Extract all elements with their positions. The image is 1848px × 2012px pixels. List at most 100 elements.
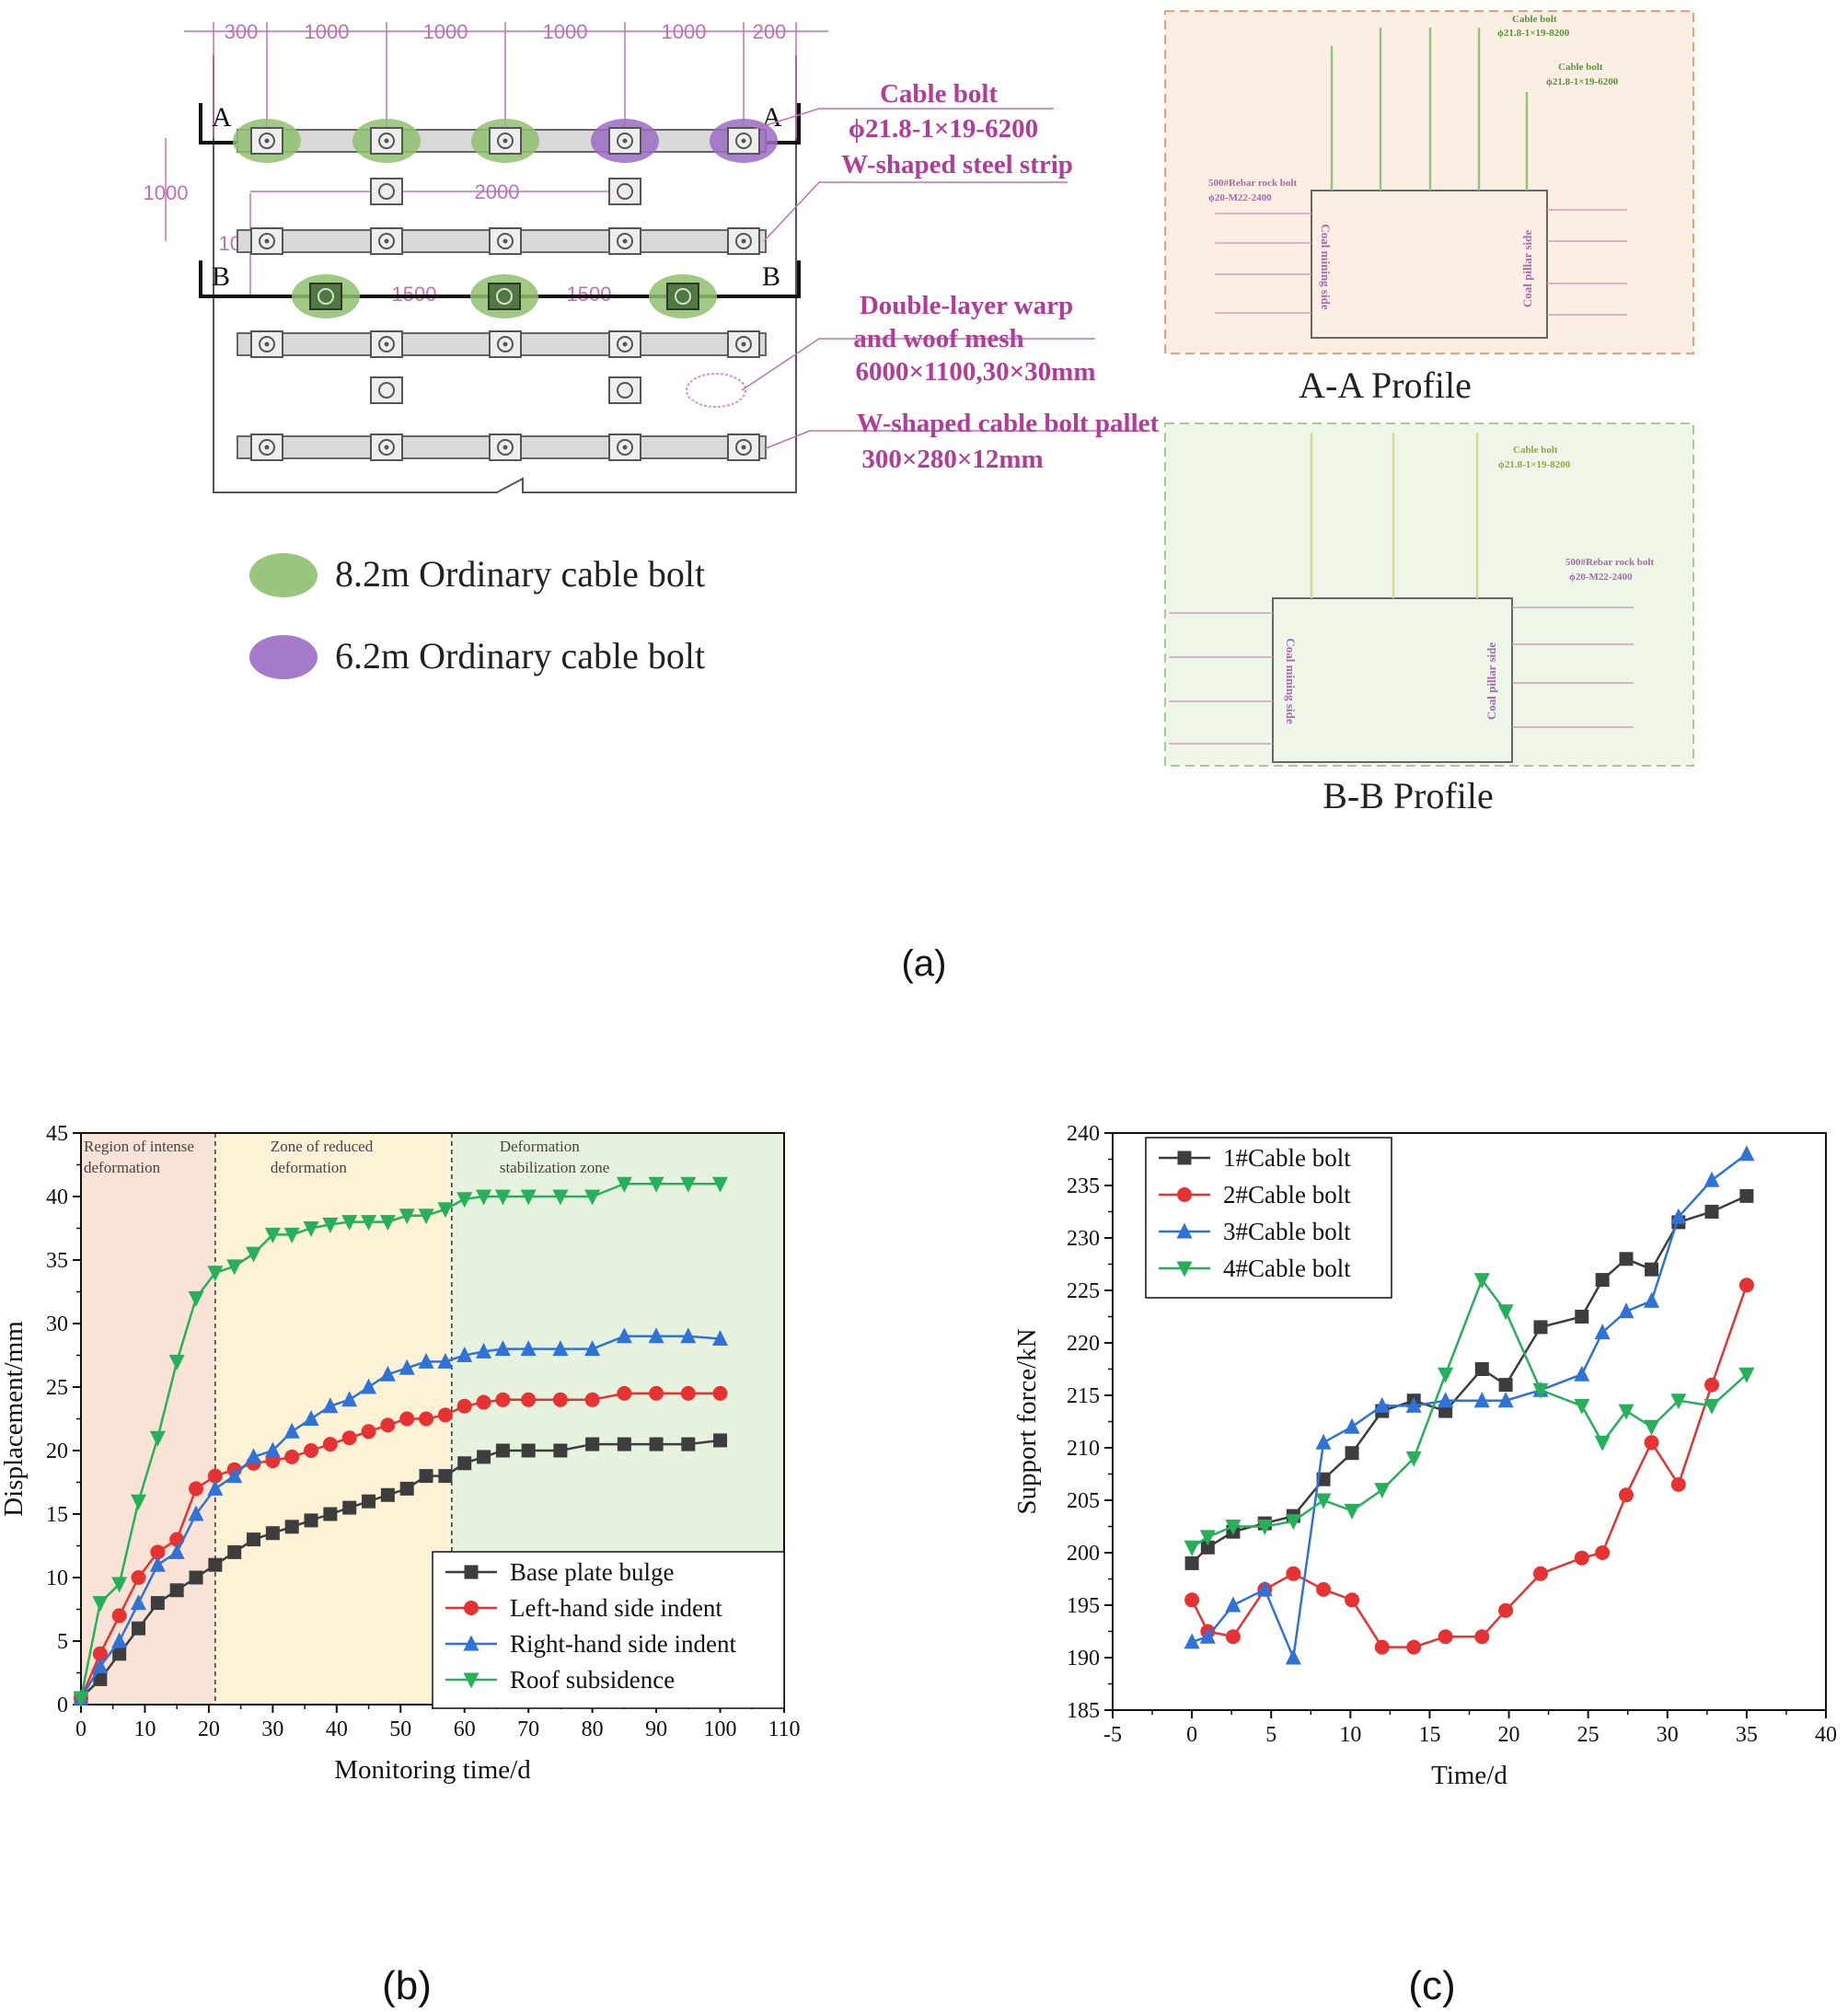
section-b-left: B <box>212 261 230 292</box>
callouts: Cable bolt ϕ21.8-1×19-6200 W-shaped stee… <box>841 79 1159 474</box>
legend-box <box>432 1551 785 1709</box>
panel-a: 300 1000 1000 1000 1000 200 1000 2000 10… <box>144 10 1694 984</box>
chart-c: -5 0 5 10 15 20 25 30 35 40 185 190 195 200 205 210 215 2… <box>1012 1122 1837 2008</box>
legend-entry: 4#Cable bolt <box>1159 1255 1351 1282</box>
data-point <box>476 1342 492 1359</box>
data-point <box>1645 1262 1659 1277</box>
callout-leaders <box>741 108 1150 450</box>
y-tick-label: 20 <box>46 1440 68 1463</box>
data-point <box>132 1621 146 1636</box>
data-point <box>1644 1419 1660 1436</box>
data-point <box>1345 1446 1359 1461</box>
dim-b-0: 1500 <box>392 283 437 306</box>
x-tick-label: 30 <box>1657 1723 1679 1747</box>
data-point <box>649 1437 664 1451</box>
data-point <box>1670 1476 1686 1492</box>
data-point <box>617 1385 632 1401</box>
data-point <box>456 1192 473 1208</box>
y-tick-label: 235 <box>1067 1174 1100 1198</box>
bolt-plate <box>608 330 641 358</box>
profile-bb-rebar-labels: 500#Rebar rock bolt ϕ20-M22-2400 Coal mi… <box>1284 557 1654 724</box>
data-point <box>681 1437 696 1451</box>
profile-aa-cable-labels: Cable bolt ϕ21.8-1×19-8200 Cable bolt ϕ2… <box>1497 14 1619 87</box>
bolt-plate <box>608 178 641 205</box>
profile-aa-rebars <box>1215 209 1627 316</box>
data-point <box>1374 1483 1391 1499</box>
y-tick-label: 25 <box>46 1376 68 1400</box>
series-line <box>1190 1284 1749 1648</box>
data-point <box>189 1570 203 1585</box>
data-point <box>361 1215 377 1231</box>
data-point <box>168 1543 185 1559</box>
data-point <box>1670 1393 1687 1410</box>
data-point <box>649 1385 664 1401</box>
data-point <box>1670 1208 1687 1224</box>
bolt-plate <box>489 434 522 461</box>
data-point <box>1225 1629 1241 1645</box>
profile-bb-cables <box>1310 433 1479 598</box>
profile-bb-rebar-spec: ϕ20-M22-2400 <box>1569 572 1633 583</box>
data-point <box>361 1424 376 1440</box>
data-point <box>1644 1435 1659 1451</box>
x-tick-label: 90 <box>645 1717 667 1741</box>
bolt-plate <box>370 127 403 155</box>
data-point <box>494 1189 511 1206</box>
data-point <box>712 1385 728 1401</box>
data-point <box>1316 1581 1332 1597</box>
data-point <box>399 1481 414 1496</box>
bolt-plate <box>666 283 699 310</box>
data-point <box>1344 1417 1360 1434</box>
bolt-plate <box>727 330 760 358</box>
data-point <box>476 1189 492 1206</box>
x-tick-label: 20 <box>198 1717 220 1741</box>
data-point <box>92 1596 109 1613</box>
legend-green-label: 8.2m Ordinary cable bolt <box>335 553 705 595</box>
data-point <box>361 1378 377 1394</box>
profile-bb-rebars <box>1169 607 1634 745</box>
data-point <box>131 1570 146 1585</box>
data-point <box>1474 1362 1489 1376</box>
bolt-plate <box>489 227 522 255</box>
x-tick-label: 0 <box>1186 1723 1197 1747</box>
data-point <box>380 1487 395 1502</box>
x-tick-label: 0 <box>75 1717 87 1741</box>
data-point <box>341 1391 358 1407</box>
series-line <box>79 1182 721 1699</box>
data-point <box>712 1176 729 1193</box>
data-point <box>284 1520 299 1534</box>
data-point <box>1315 1433 1332 1450</box>
data-point <box>226 1467 243 1484</box>
data-point <box>264 1227 281 1243</box>
y-tick-label: 195 <box>1067 1594 1100 1618</box>
y-tick-label: 210 <box>1067 1437 1100 1461</box>
callout-mesh-2: and woof mesh <box>853 324 1023 353</box>
bolt-plate <box>608 227 641 255</box>
profile-aa-cable2: Cable bolt <box>1558 62 1603 73</box>
profile-aa-left-side: Coal mining side <box>1319 224 1333 309</box>
data-point <box>585 1437 600 1451</box>
dim-label-5: 200 <box>753 20 787 43</box>
bolt-plate <box>727 434 760 461</box>
data-point <box>341 1430 357 1446</box>
caption-a: (a) <box>902 943 947 984</box>
data-point <box>1644 1291 1660 1308</box>
y-tick-label: 230 <box>1067 1227 1100 1251</box>
y-axis-label: Support force/kN <box>1012 1328 1042 1514</box>
data-point <box>264 1441 281 1458</box>
data-point <box>149 1555 166 1572</box>
profile-aa-cable1-spec: ϕ21.8-1×19-8200 <box>1497 28 1570 39</box>
data-point <box>437 1202 454 1219</box>
data-point <box>188 1505 204 1521</box>
legend-green-oval <box>249 553 318 597</box>
data-point <box>456 1398 472 1414</box>
legend-purple-label: 6.2m Ordinary cable bolt <box>335 635 705 676</box>
dim-label-3: 1000 <box>543 20 588 43</box>
data-point <box>1256 1580 1273 1597</box>
data-point <box>1595 1273 1610 1288</box>
bolt-plate <box>309 283 342 310</box>
section-labels: A A B B <box>212 102 782 292</box>
profile-bb-cable-labels: Cable bolt ϕ21.8-1×19-8200 <box>1498 445 1571 470</box>
data-point <box>418 1208 434 1225</box>
data-point <box>1345 1592 1360 1608</box>
callout-cable-bolt: Cable bolt <box>880 79 998 109</box>
